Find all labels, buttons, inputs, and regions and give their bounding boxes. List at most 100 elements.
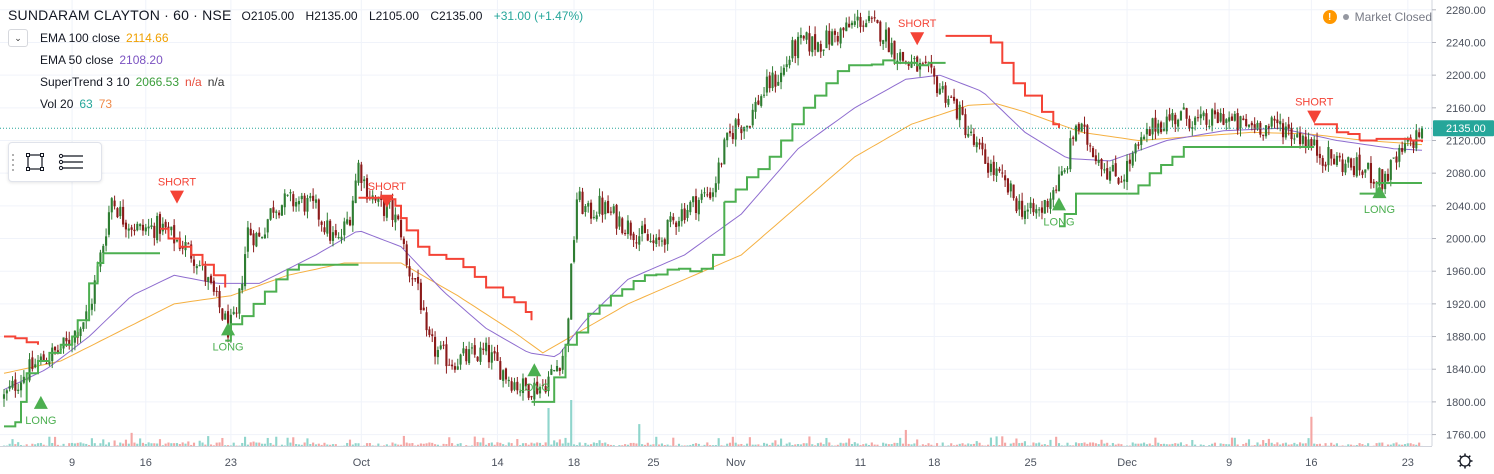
- candle-body: [794, 40, 797, 57]
- rectangle-tool-icon[interactable]: [17, 147, 53, 177]
- candle-body: [882, 40, 885, 44]
- time-tick-label: 18: [928, 457, 940, 469]
- volume-bar: [1185, 444, 1188, 446]
- indicator-row[interactable]: EMA 50 close 2108.20: [8, 49, 583, 71]
- volume-bar: [283, 445, 286, 446]
- long-signal-arrow-icon: [33, 395, 48, 409]
- volume-bar: [907, 443, 910, 446]
- horizontal-lines-tool-icon[interactable]: [53, 147, 89, 177]
- volume-bar: [536, 442, 539, 446]
- volume-bar: [331, 444, 335, 446]
- short-signal-label: SHORT: [158, 177, 197, 189]
- volume-bar: [530, 442, 533, 446]
- indicator-row[interactable]: ⌄ EMA 100 close 2114.66: [8, 27, 583, 49]
- volume-bar: [1143, 442, 1146, 446]
- candle-body: [984, 149, 987, 164]
- volume-bar: [890, 444, 893, 446]
- candle-body: [1324, 164, 1327, 167]
- candle-body: [133, 229, 136, 232]
- volume-bar: [1253, 445, 1256, 446]
- indicator-row[interactable]: SuperTrend 3 10 2066.53 n/a n/a: [8, 71, 583, 93]
- candle-body: [261, 237, 264, 239]
- volume-bar: [1009, 443, 1012, 446]
- candle-body: [385, 202, 388, 218]
- volume-bar: [814, 445, 817, 446]
- candle-body: [1131, 153, 1134, 166]
- candle-body: [116, 208, 119, 218]
- volume-bar: [232, 442, 235, 446]
- candle-body: [728, 131, 732, 134]
- volume-bar: [955, 444, 958, 446]
- candle-body: [99, 252, 102, 267]
- volume-bar: [456, 443, 459, 446]
- candle-body: [941, 86, 944, 90]
- volume-bar: [286, 437, 289, 446]
- volume-bar: [487, 443, 491, 446]
- candle-body: [780, 72, 783, 83]
- candle-body: [1072, 137, 1075, 139]
- drag-handle-icon[interactable]: [9, 143, 17, 181]
- volume-bar: [96, 445, 99, 447]
- volume-bar: [1375, 443, 1378, 446]
- candle-body: [782, 67, 785, 75]
- volume-bar: [243, 436, 247, 446]
- volume-bar: [1256, 442, 1259, 446]
- volume-bar: [1318, 443, 1321, 446]
- chevron-down-icon[interactable]: ⌄: [8, 29, 28, 47]
- volume-bar: [643, 444, 646, 446]
- volume-bar: [1392, 443, 1395, 446]
- candle-body: [879, 21, 882, 42]
- candle-body: [22, 376, 25, 383]
- candle-body: [1114, 163, 1117, 177]
- volume-bar: [743, 445, 746, 446]
- candle-body: [609, 211, 612, 213]
- volume-bar: [992, 444, 995, 446]
- candle-body: [473, 345, 476, 355]
- candle-body: [482, 348, 485, 350]
- volume-bar: [374, 445, 377, 447]
- candle-body: [1069, 138, 1072, 170]
- candle-body: [158, 214, 162, 234]
- candle-body: [436, 349, 439, 358]
- volume-bar: [485, 444, 488, 446]
- candle-body: [68, 339, 71, 346]
- candle-body: [1035, 209, 1038, 214]
- volume-bar: [825, 437, 828, 446]
- volume-bar: [1018, 443, 1021, 446]
- candle-body: [374, 197, 377, 201]
- candle-body: [357, 162, 360, 183]
- candle-body: [907, 62, 910, 66]
- volume-bar: [1273, 444, 1276, 446]
- candle-body: [42, 354, 45, 362]
- candle-body: [865, 23, 868, 28]
- candle-body: [1384, 173, 1387, 190]
- candle-body: [275, 211, 278, 213]
- volume-bar: [626, 444, 629, 446]
- market-status[interactable]: ! Market Closed: [1322, 10, 1432, 24]
- volume-bar: [56, 444, 59, 446]
- symbol-title[interactable]: SUNDARAM CLAYTON · 60 · NSE: [8, 7, 232, 23]
- volume-bar: [164, 443, 167, 446]
- volume-bar: [595, 443, 598, 446]
- candle-body: [1369, 163, 1373, 184]
- candle-body: [147, 226, 150, 229]
- volume-bar: [1284, 442, 1287, 446]
- candle-body: [842, 27, 845, 31]
- candle-body: [933, 68, 936, 77]
- candle-body: [164, 221, 167, 228]
- volume-bar: [782, 445, 785, 447]
- volume-bar: [490, 442, 493, 446]
- candle-body: [686, 209, 689, 218]
- indicator-row[interactable]: Vol 20 63 73: [8, 93, 583, 115]
- candle-body: [1094, 155, 1097, 162]
- candle-body: [1225, 119, 1228, 123]
- volume-bar: [981, 445, 984, 446]
- candle-body: [1137, 144, 1140, 146]
- candle-body: [839, 28, 842, 44]
- volume-bar: [14, 444, 17, 446]
- candle-body: [1049, 198, 1052, 209]
- volume-bar: [8, 443, 11, 446]
- volume-bar: [1077, 443, 1080, 446]
- volume-bar: [275, 436, 278, 446]
